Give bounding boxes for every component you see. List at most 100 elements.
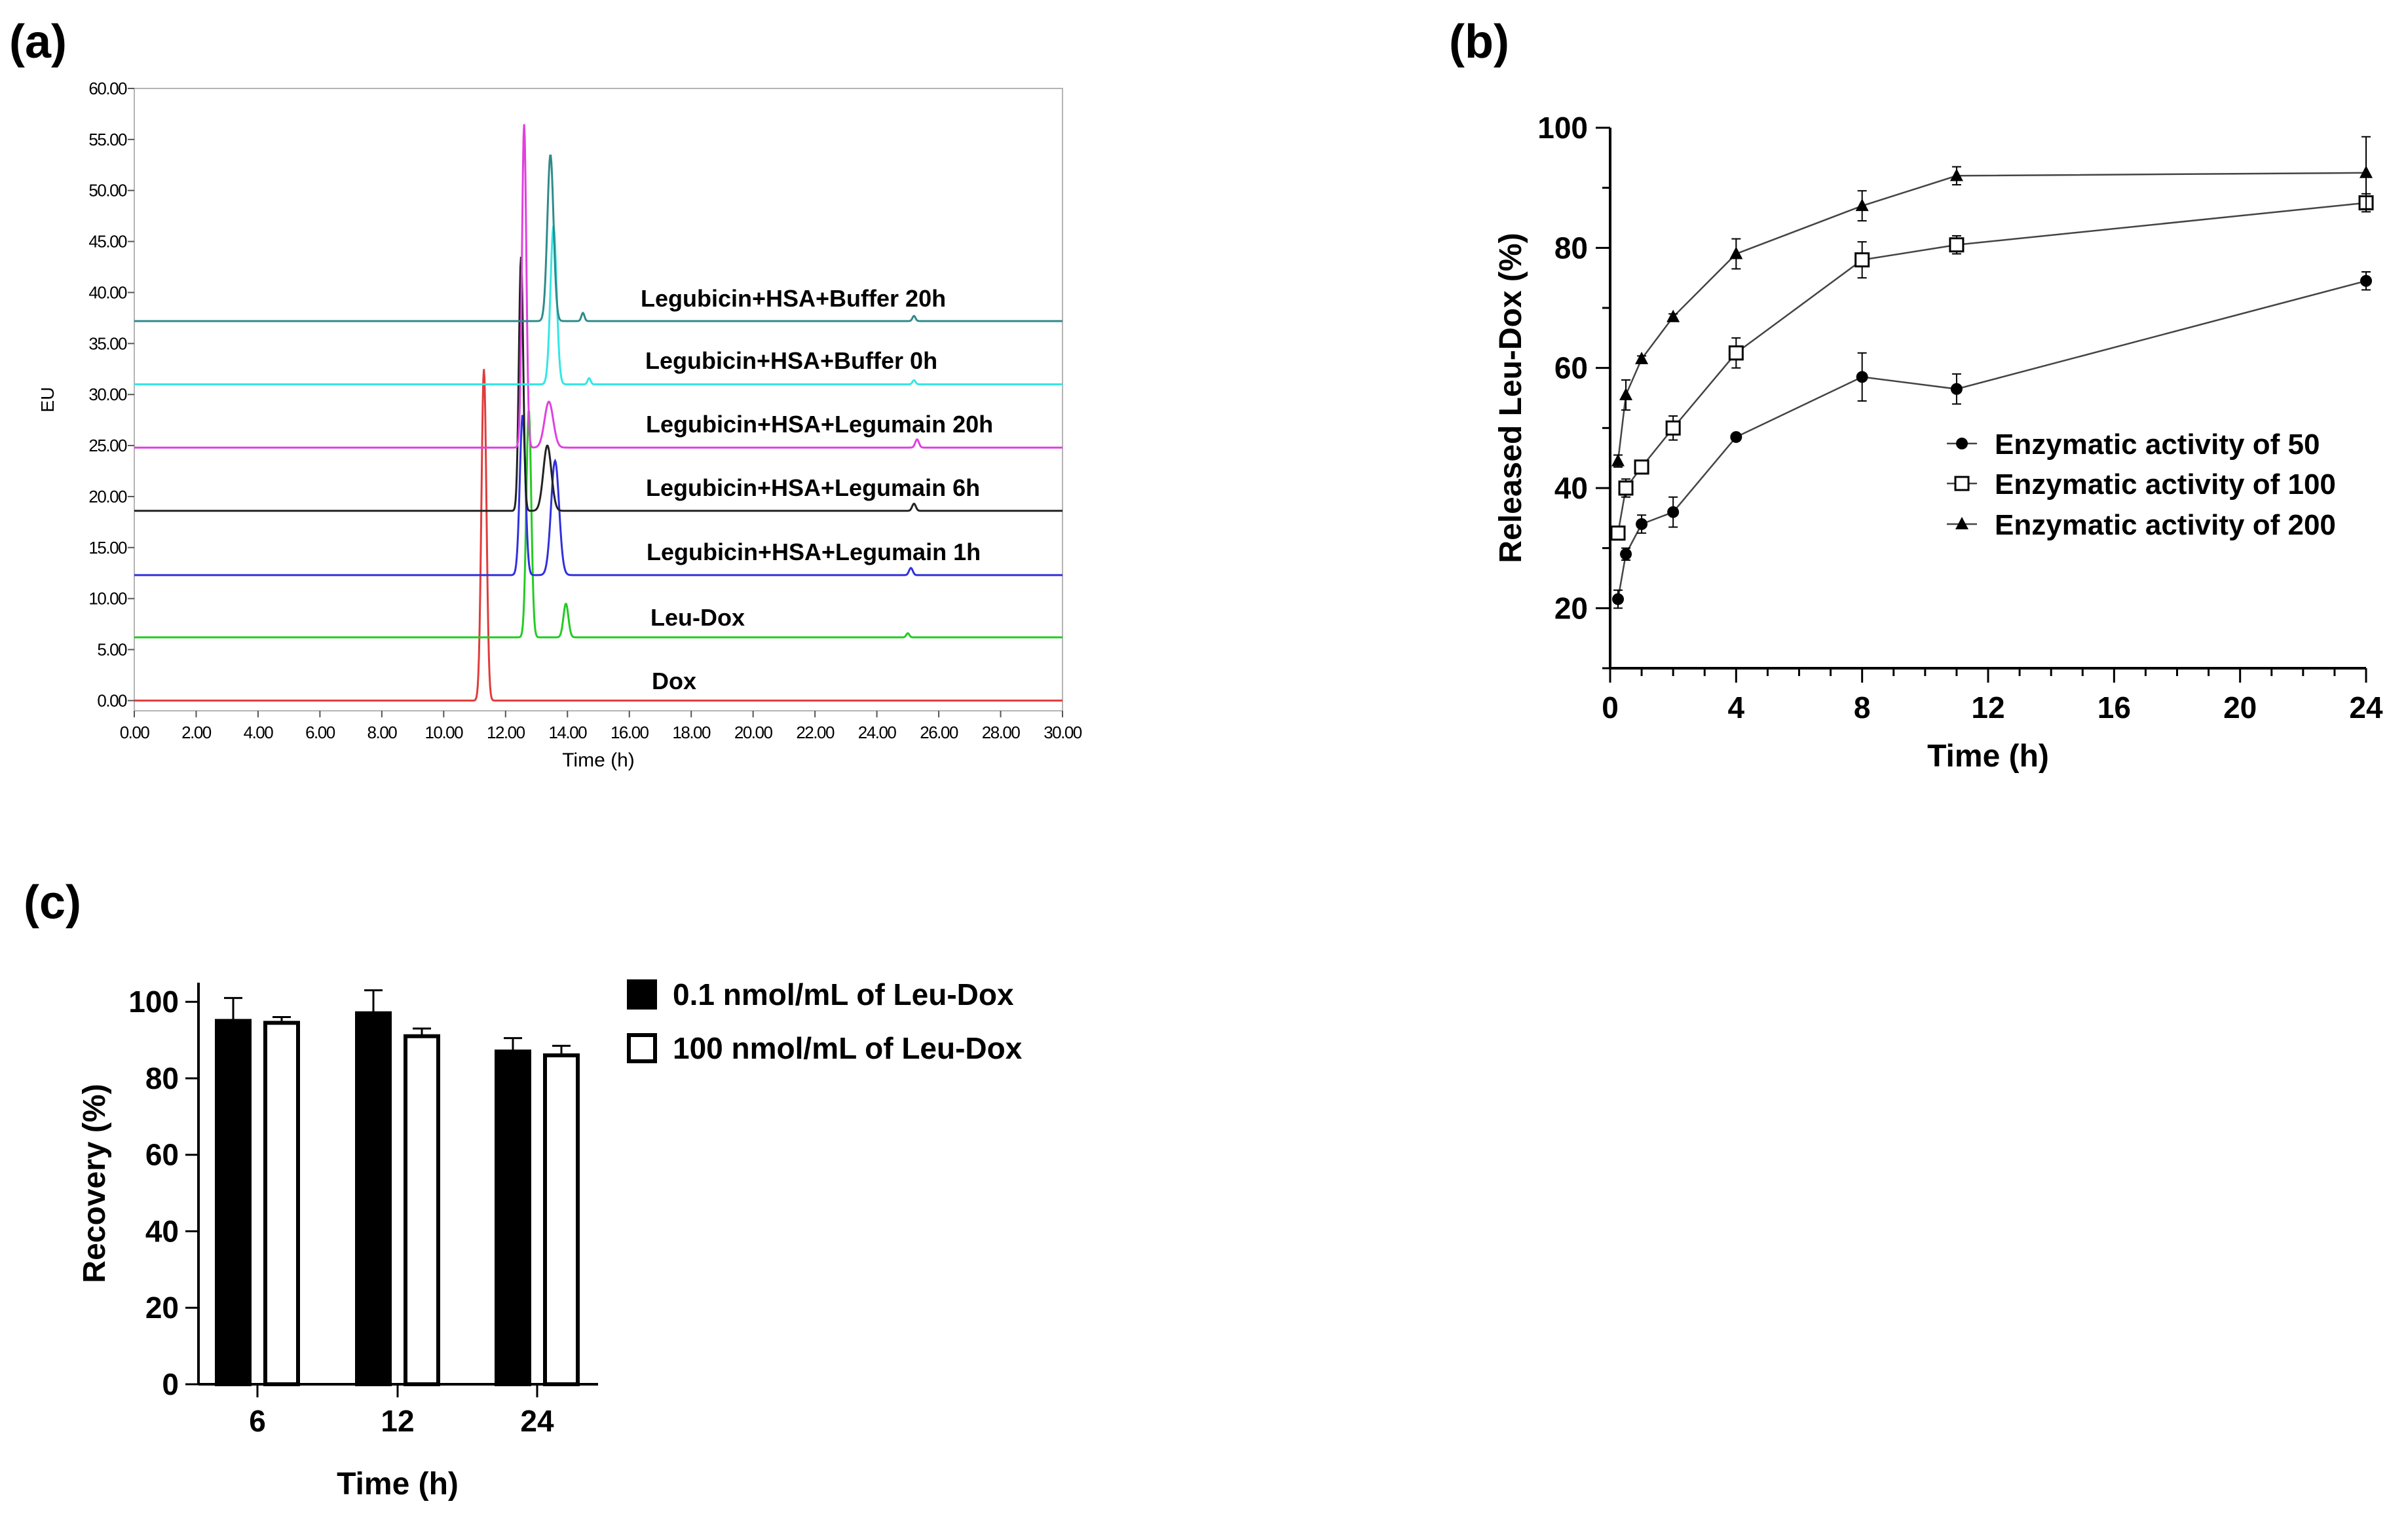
chart-a-y-tick-label: 35.00 xyxy=(88,333,127,353)
chart-b-series-line xyxy=(1617,172,2367,461)
chart-b-data-point xyxy=(1856,371,1868,383)
chart-a-y-tick-label: 50.00 xyxy=(88,181,127,200)
chart-a-x-tick-label: 8.00 xyxy=(367,723,398,742)
chart-b-data-point xyxy=(1949,237,1965,253)
chart-a-y-tick-label: 30.00 xyxy=(88,385,127,404)
chart-b-y-tick-label: 40 xyxy=(1554,471,1588,505)
chart-a-x-tick-label: 20.00 xyxy=(734,723,773,742)
chart-b-legend-marker xyxy=(1956,438,1968,449)
chart-b-release-kinetics: 0 4 8 12 16 20 24 20 40 60 80 100 Time (h) Released… xyxy=(1494,111,2383,774)
chart-a-trace-dox xyxy=(134,369,1063,702)
chart-a-x-tick-label: 24.00 xyxy=(858,723,897,742)
chart-a-x-tick-label: 12.00 xyxy=(487,723,525,742)
chart-c-y-tick-label: 0 xyxy=(162,1367,179,1401)
chart-c-bar-100-nmol-ml-of-leu-dox-6 xyxy=(263,1021,300,1387)
chart-a-trace-leu-dox xyxy=(134,410,1063,639)
chart-b-data-point xyxy=(2360,274,2372,287)
chart-b-y-axis-label: Released Leu-Dox (%) xyxy=(1494,233,1528,563)
chart-b-legend-marker xyxy=(1955,517,1968,529)
chart-b-axes: 0 4 8 12 16 20 24 20 40 60 80 100 xyxy=(1537,111,2383,725)
chart-a-x-tick-label: 30.00 xyxy=(1044,723,1082,742)
chart-a-x-tick-label: 16.00 xyxy=(611,723,649,742)
chart-b-data-point xyxy=(1855,198,1869,212)
chart-b-series-enzymatic-activity-of-100 xyxy=(1610,193,2374,541)
chart-b-legend-label: Enzymatic activity of 200 xyxy=(1995,509,2336,541)
chart-b-x-tick-label: 16 xyxy=(2098,690,2131,725)
chart-b-x-axis-label: Time (h) xyxy=(1927,739,2049,774)
chart-b-series-enzymatic-activity-of-200 xyxy=(1611,136,2373,468)
chart-a-y-tick-label: 55.00 xyxy=(88,130,127,149)
chart-c-legend-label: 0.1 nmol/mL of Leu-Dox xyxy=(673,977,1014,1011)
panel-label-b: (b) xyxy=(1449,16,1509,68)
chart-a-y-tick-label: 45.00 xyxy=(88,232,127,252)
chart-a-plot-frame xyxy=(134,88,1063,711)
chart-a-y-tick-label: 60.00 xyxy=(88,79,127,98)
chart-c-bars xyxy=(215,989,580,1387)
chart-a-x-tick-label: 22.00 xyxy=(796,723,835,742)
chart-b-x-tick-label: 12 xyxy=(1971,690,2004,725)
chart-a-x-tick-label: 10.00 xyxy=(425,723,464,742)
chart-a-trace-label: Legubicin+HSA+Buffer 0h xyxy=(645,347,937,374)
chart-c-x-axis-label: Time (h) xyxy=(337,1467,459,1502)
chart-a-x-tick-label: 18.00 xyxy=(672,723,711,742)
chart-a-x-tick-label: 26.00 xyxy=(920,723,958,742)
chart-c-bar-100-nmol-ml-of-leu-dox-24 xyxy=(543,1053,580,1387)
chart-c-y-tick-label: 100 xyxy=(128,985,179,1019)
chart-a-x-tick-label: 2.00 xyxy=(181,723,212,742)
chart-b-legend-label: Enzymatic activity of 100 xyxy=(1995,468,2336,501)
chart-a-trace-label: Dox xyxy=(652,668,696,694)
panel-label-c: (c) xyxy=(24,877,81,929)
chart-b-y-tick-label: 80 xyxy=(1554,231,1588,265)
chart-b-series-enzymatic-activity-of-50 xyxy=(1612,271,2372,609)
chart-a-chromatogram: 0.00 2.00 4.00 6.00 8.00 10.00 12.00 14.00 16.00… xyxy=(37,79,1083,771)
chart-a-trace-label: Legubicin+HSA+Legumain 1h xyxy=(647,539,981,565)
chart-a-x-tick-label: 14.00 xyxy=(548,723,587,742)
chart-b-y-tick-label: 100 xyxy=(1537,111,1588,145)
chart-b-data-point xyxy=(1619,387,1633,400)
chart-b-data-point xyxy=(1612,593,1625,605)
panel-label-a: (a) xyxy=(9,16,67,68)
chart-a-trace-label: Legubicin+HSA+Legumain 20h xyxy=(646,411,993,438)
chart-b-data-point xyxy=(1610,525,1626,541)
chart-a-y-tick-label: 5.00 xyxy=(97,640,127,660)
chart-b-data-point xyxy=(2360,165,2373,178)
chart-a-trace-legubicin-hsa-buffer-20h xyxy=(134,155,1063,322)
chart-a-trace-legubicin-hsa-buffer-0h xyxy=(134,225,1063,386)
chart-b-data-point xyxy=(1949,168,1963,181)
chart-c-bar-0-1-nmol-ml-of-leu-dox-6 xyxy=(215,1019,252,1386)
chart-c-legend: 0.1 nmol/mL of Leu-Dox 100 nmol/mL of Leu… xyxy=(627,977,1023,1065)
chart-c-x-tick-label: 12 xyxy=(381,1404,414,1438)
chart-b-data-point xyxy=(1950,383,1963,395)
chart-b-data-point xyxy=(1728,345,1744,361)
chart-b-x-tick-label: 20 xyxy=(2223,690,2257,725)
chart-b-data-point xyxy=(1618,480,1634,496)
chart-c-legend-label: 100 nmol/mL of Leu-Dox xyxy=(673,1031,1023,1065)
chart-a-x-axis-label: Time (h) xyxy=(562,749,635,771)
chart-c-bar-0-1-nmol-ml-of-leu-dox-24 xyxy=(495,1049,531,1386)
chart-b-data-point xyxy=(1666,309,1680,322)
chart-c-x-tick-label: 6 xyxy=(249,1404,266,1438)
chart-a-y-tick-label: 25.00 xyxy=(88,436,127,455)
chart-a-axes: 0.00 2.00 4.00 6.00 8.00 10.00 12.00 14.00 16.00… xyxy=(88,79,1083,742)
chart-a-y-tick-label: 40.00 xyxy=(88,282,127,302)
chart-a-trace-labels: Dox Leu-Dox Legubicin+HSA+Legumain 1h Legub… xyxy=(641,285,993,694)
chart-c-y-tick-label: 60 xyxy=(145,1138,179,1172)
chart-b-data-point xyxy=(1667,506,1680,518)
chart-b-data-point xyxy=(1634,459,1649,475)
chart-b-data-point xyxy=(1730,431,1742,444)
chart-c-x-tick-label: 24 xyxy=(520,1404,554,1438)
chart-a-y-tick-label: 0.00 xyxy=(97,690,127,710)
chart-b-data-point xyxy=(1635,351,1649,364)
chart-a-traces xyxy=(134,124,1063,702)
chart-c-y-tick-label: 20 xyxy=(145,1291,179,1325)
chart-c-bar-100-nmol-ml-of-leu-dox-12 xyxy=(404,1034,440,1386)
chart-c-axes: 0 20 40 60 80 100 6 12 24 xyxy=(128,983,598,1438)
chart-c-legend-swatch xyxy=(627,979,657,1010)
chart-b-data-point xyxy=(1620,548,1632,560)
chart-a-x-tick-label: 0.00 xyxy=(120,723,150,742)
chart-b-data-point xyxy=(1665,420,1681,436)
chart-c-y-axis-label: Recovery (%) xyxy=(77,1084,112,1283)
